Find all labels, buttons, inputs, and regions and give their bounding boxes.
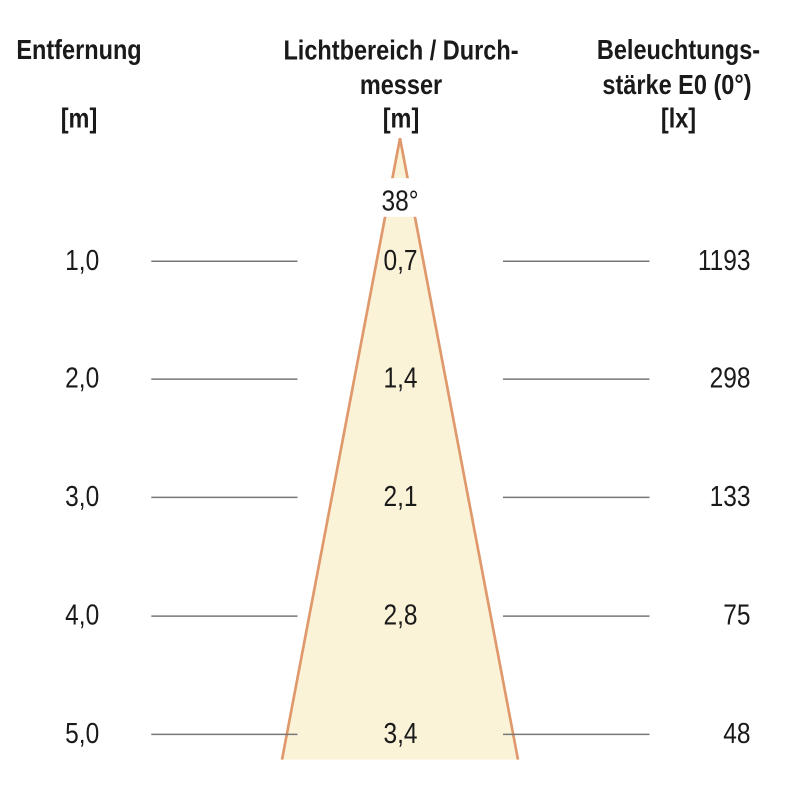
svg-text:1193: 1193 bbox=[698, 244, 751, 276]
svg-text:messer: messer bbox=[360, 70, 442, 100]
svg-text:2,8: 2,8 bbox=[383, 599, 417, 631]
svg-text:1,4: 1,4 bbox=[383, 362, 417, 394]
svg-text:2,0: 2,0 bbox=[65, 362, 99, 394]
svg-text:Entfernung: Entfernung bbox=[16, 35, 141, 65]
svg-text:0,7: 0,7 bbox=[383, 244, 417, 276]
svg-text:4,0: 4,0 bbox=[65, 599, 99, 631]
svg-text:2,1: 2,1 bbox=[383, 480, 417, 512]
svg-text:Beleuchtungs-: Beleuchtungs- bbox=[597, 35, 760, 65]
svg-text:stärke E0 (0°): stärke E0 (0°) bbox=[602, 70, 751, 100]
svg-text:3,0: 3,0 bbox=[65, 480, 99, 512]
svg-text:1,0: 1,0 bbox=[65, 244, 99, 276]
svg-text:5,0: 5,0 bbox=[65, 717, 99, 749]
svg-text:298: 298 bbox=[710, 362, 751, 394]
svg-text:133: 133 bbox=[710, 480, 751, 512]
svg-text:[lx]: [lx] bbox=[661, 104, 696, 134]
svg-text:75: 75 bbox=[723, 599, 750, 631]
svg-text:38°: 38° bbox=[381, 185, 418, 217]
svg-text:Lichtbereich / Durch-: Lichtbereich / Durch- bbox=[283, 36, 518, 66]
svg-text:[m]: [m] bbox=[61, 104, 98, 134]
svg-text:48: 48 bbox=[723, 717, 750, 749]
svg-text:[m]: [m] bbox=[383, 104, 420, 134]
svg-text:3,4: 3,4 bbox=[383, 717, 417, 749]
